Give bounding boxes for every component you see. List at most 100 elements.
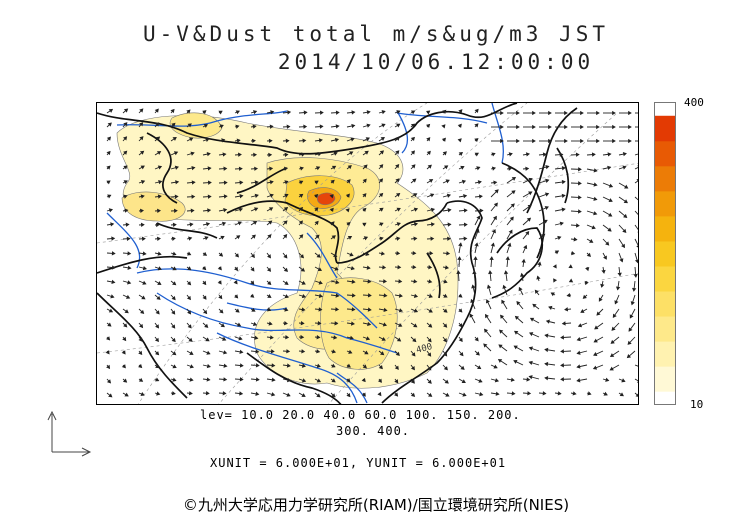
wind-vector-head xyxy=(188,236,193,241)
wind-vector-head xyxy=(624,184,629,189)
wind-vector-head xyxy=(106,180,111,185)
wind-vector-head xyxy=(140,165,145,170)
wind-vector-head xyxy=(286,349,291,354)
wind-vector-head xyxy=(351,110,356,115)
wind-vector-head xyxy=(106,136,111,141)
wind-vector-head xyxy=(222,152,227,157)
wind-vector-head xyxy=(619,392,625,397)
wind-vector-head xyxy=(500,110,504,116)
wind-vector-head xyxy=(187,123,192,128)
wind-vector-head xyxy=(299,180,304,185)
wind-vector-head xyxy=(284,307,289,312)
wind-vector-head xyxy=(267,280,272,286)
wind-vector-head xyxy=(534,289,539,294)
wind-vector-head xyxy=(561,179,566,185)
wind-vector-head xyxy=(333,151,338,156)
wind-vector-head xyxy=(443,308,448,313)
wind-vector-head xyxy=(491,229,496,234)
wind-vector-head xyxy=(269,193,274,198)
wind-vector-head xyxy=(107,322,112,327)
wind-vector-head xyxy=(378,365,383,370)
wind-vector-head xyxy=(446,193,452,198)
wind-vector-head xyxy=(349,335,354,340)
wind-vector-head xyxy=(284,152,289,157)
wind-vector-head xyxy=(138,363,143,369)
wind-vector-head xyxy=(428,265,433,270)
wind-vector-head xyxy=(348,349,353,354)
colorbar-step xyxy=(655,341,675,367)
wind-vector-head xyxy=(541,233,546,238)
wind-vector-head xyxy=(525,166,530,171)
wind-vector-head xyxy=(576,364,581,369)
wind-vector-head xyxy=(580,110,584,116)
wind-vector-head xyxy=(222,391,227,396)
wind-vector-head xyxy=(608,212,613,217)
wind-vector-head xyxy=(411,164,416,169)
wind-vector-head xyxy=(576,378,581,383)
wind-vector-head xyxy=(383,307,388,313)
wind-vector-head xyxy=(350,266,355,271)
wind-vector-head xyxy=(548,110,552,116)
wind-vector-head xyxy=(396,192,401,197)
wind-vector-head xyxy=(637,165,638,167)
contour-levels-line1: lev= 10.0 20.0 40.0 60.0 100. 150. 200. xyxy=(200,408,521,422)
wind-vector-head xyxy=(315,166,321,171)
wind-vector-head xyxy=(428,392,433,397)
wind-vector-head xyxy=(154,108,159,113)
wind-vector-head xyxy=(171,324,176,329)
wind-vector-head xyxy=(157,208,161,214)
wind-vector-head xyxy=(461,179,467,184)
wind-vector-head xyxy=(141,236,146,241)
wind-vector-head xyxy=(191,165,196,171)
wind-vector-head xyxy=(381,110,386,115)
dust-region-north xyxy=(116,115,459,389)
wind-vector-head xyxy=(364,150,369,155)
wind-vector xyxy=(634,153,638,156)
wind-vector-head xyxy=(486,284,492,289)
wind-vector-head xyxy=(171,391,176,396)
wind-vector-head xyxy=(635,393,638,397)
wind-vector-head xyxy=(223,207,228,213)
wind-vector-head xyxy=(505,256,510,261)
wind-vector-head xyxy=(329,207,334,212)
wind-vector-head xyxy=(396,337,402,342)
wind-vector-head xyxy=(472,270,477,275)
wind-vector-head xyxy=(158,179,163,185)
dust-map-frame: 400 xyxy=(96,102,639,405)
wind-vector-head xyxy=(603,255,607,260)
wind-vector-head xyxy=(430,207,436,213)
contour-levels-line2: 300. 400. xyxy=(336,424,411,438)
wind-vector-head xyxy=(156,391,161,396)
wind-vector-head xyxy=(379,222,384,227)
wind-vector-head xyxy=(447,208,452,213)
wind-vector-head xyxy=(582,294,587,299)
wind-vector-head xyxy=(251,307,256,312)
wind-vector-head xyxy=(298,220,303,225)
wind-vector-head xyxy=(252,221,258,225)
wind-vector-head xyxy=(612,110,616,116)
wind-vector-head xyxy=(396,251,401,256)
wind-vector-head xyxy=(456,270,461,275)
wind-vector-head xyxy=(269,166,274,171)
wind-vector-head xyxy=(500,124,504,130)
colorbar-step xyxy=(655,240,675,267)
wind-vector-head xyxy=(525,230,530,236)
wind-vector xyxy=(634,196,638,201)
wind-vector-head xyxy=(318,293,323,299)
wind-vector-head xyxy=(236,322,242,327)
wind-vector-head xyxy=(205,222,211,227)
wind-vector-head xyxy=(172,266,177,271)
wind-vector-head xyxy=(298,207,304,212)
wind-vector-head xyxy=(251,138,256,144)
wind-vector-head xyxy=(283,220,288,225)
wind-vector-head xyxy=(331,363,336,368)
wind-vector-head xyxy=(299,234,304,239)
wind-vector-head xyxy=(529,317,535,322)
wind-vector-head xyxy=(623,199,628,204)
wind-vector-head xyxy=(598,297,603,302)
colorbar-step xyxy=(655,165,675,192)
wind-vector-head xyxy=(561,193,566,199)
wind-vector-head xyxy=(442,151,447,156)
wind-vector-head xyxy=(441,137,446,142)
wind-vector-head xyxy=(329,194,334,199)
